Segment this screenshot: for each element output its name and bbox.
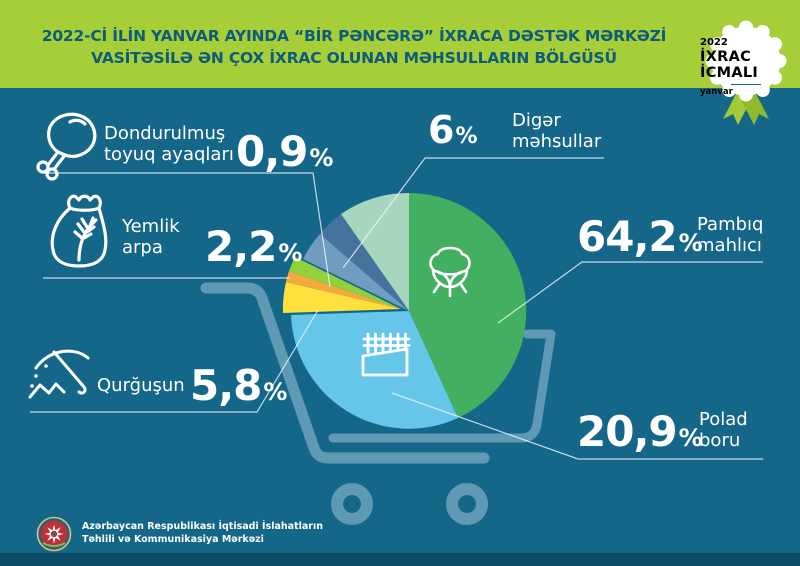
badge-month: yanvar: [700, 87, 733, 97]
cart-wheel-left: [331, 483, 373, 525]
other-value: 6%: [428, 108, 478, 152]
pie-slice-chicken: [286, 271, 401, 309]
state-emblem-icon: [36, 516, 72, 552]
barley-label: Yemlik arpa: [122, 216, 180, 258]
callout-pipe: [391, 392, 763, 460]
pickaxe-icon: [28, 349, 90, 399]
cotton-icon: [429, 246, 471, 298]
chicken-value: 0,9%: [236, 127, 334, 176]
other-label: Digər məhsullar: [512, 110, 602, 152]
callout-lead: [30, 309, 319, 413]
pie-slice-other-pale: [341, 192, 409, 311]
lead-value: 5,8%: [190, 361, 288, 410]
issue-badge: 2022 İXRAC İCMALI yanvar: [700, 12, 792, 130]
pie-slice-barley: [289, 257, 401, 309]
bottom-strip: [0, 553, 800, 566]
footer-org-name: Azərbaycan Respublikası İqtisadi İslahat…: [82, 521, 323, 545]
badge-seal: [705, 20, 787, 102]
cotton-value: 64,2%: [577, 212, 703, 261]
page-title-line2: VASİTƏSİLƏ ƏN ÇOX İXRAC OLUNAN MƏHSULLAR…: [91, 49, 617, 67]
pipe-label: Polad boru: [699, 409, 748, 451]
pie-slice-lead: [282, 282, 401, 313]
barley-value: 2,2%: [205, 222, 303, 271]
steel-pipes-icon: [361, 332, 411, 377]
pie-slice-other-light-blue: [303, 234, 409, 311]
cart-basket: [328, 329, 556, 443]
badge-year: 2022: [700, 37, 728, 48]
cart-wheel-right: [446, 483, 488, 525]
pie-slice-steel-pipe: [291, 311, 458, 429]
barley-sack-icon: [50, 194, 108, 268]
pie-slice-cotton: [409, 193, 527, 418]
callout-cotton: [497, 261, 763, 324]
cart-handle: [200, 282, 490, 464]
callout-lines: [30, 157, 763, 460]
badge-title-line1: İXRAC: [700, 49, 752, 65]
cotton-label: Pambıq mahlıcı: [697, 214, 764, 256]
chicken-leg-icon: [36, 112, 97, 181]
pipe-value: 20,9%: [577, 407, 703, 456]
shopping-cart-watermark: [200, 282, 556, 525]
page-title-line1: 2022-Cİ İLİN YANVAR AYINDA “BİR PƏNCƏRƏ”…: [41, 27, 667, 45]
header-band: 2022-Cİ İLİN YANVAR AYINDA “BİR PƏNCƏRƏ”…: [0, 0, 800, 88]
badge-divider: [731, 83, 761, 85]
callout-chicken: [43, 172, 331, 288]
badge-title-line2: İCMALI: [700, 65, 759, 81]
pie-slice-other-steel-blue: [320, 214, 409, 311]
callout-other: [342, 157, 604, 269]
page-title: 2022-Cİ İLİN YANVAR AYINDA “BİR PƏNCƏRƏ”…: [18, 25, 690, 69]
chicken-label: Dondurulmuş toyuq ayaqları: [104, 123, 234, 165]
pie: [282, 192, 527, 429]
lead-label: Qurğuşun: [97, 375, 185, 396]
